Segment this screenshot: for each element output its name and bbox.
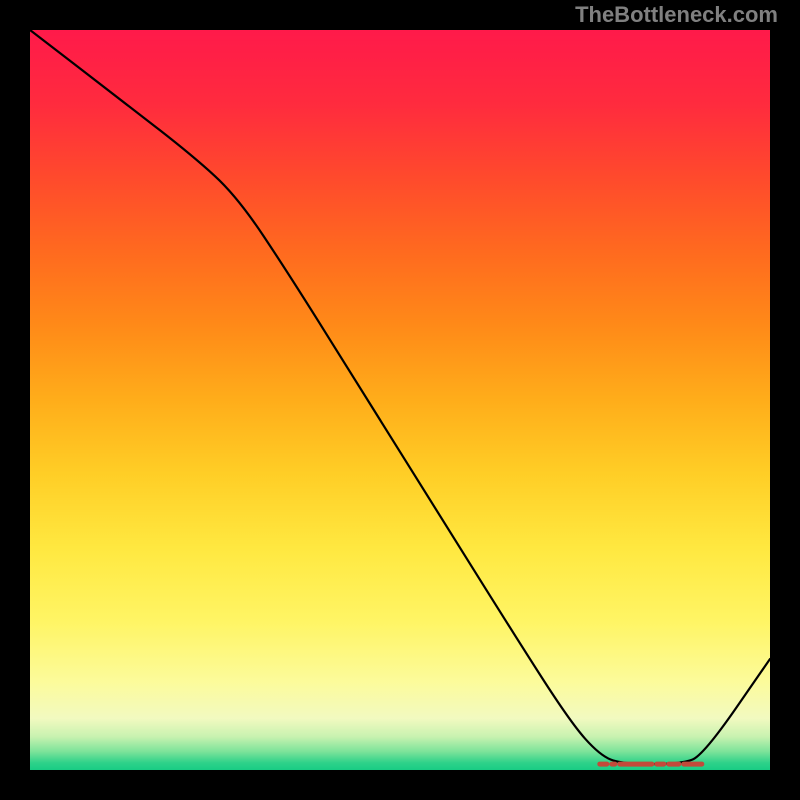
chart-svg xyxy=(30,30,770,770)
gradient-background xyxy=(30,30,770,770)
plot-area xyxy=(30,30,770,770)
watermark-text: TheBottleneck.com xyxy=(575,2,778,28)
chart-container: TheBottleneck.com xyxy=(0,0,800,800)
